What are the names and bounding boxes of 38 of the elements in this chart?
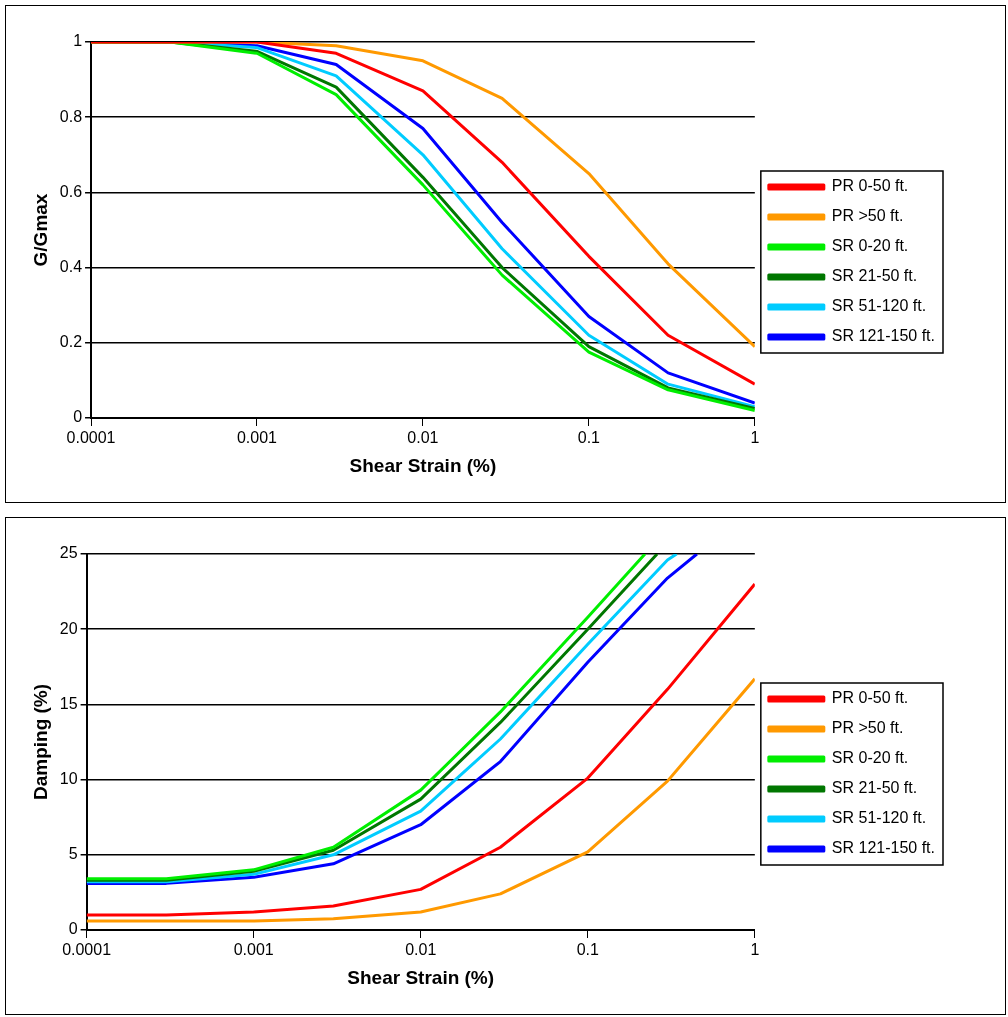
y-tick-label: 20 [59,619,78,637]
legend-label: PR >50 ft. [831,207,904,225]
y-tick-label: 0 [73,408,83,426]
x-tick-label: 0.1 [577,429,601,447]
y-tick-label: 10 [59,770,78,788]
legend-label: PR 0-50 ft. [831,689,909,707]
y-tick-label: 0.6 [59,182,83,200]
x-tick-label: 0.001 [233,941,274,959]
x-tick-label: 0.01 [405,941,437,959]
legend-label: PR >50 ft. [831,719,904,737]
legend-label: SR 51-120 ft. [831,297,927,315]
x-tick-label: 0.001 [236,429,278,447]
legend-label: SR 121-150 ft. [831,327,935,345]
legend-label: SR 21-50 ft. [831,779,918,797]
x-tick-label: 1 [750,941,760,959]
x-axis-title: Shear Strain (%) [349,454,497,476]
legend-label: SR 21-50 ft. [831,267,918,285]
y-tick-label: 5 [68,845,78,863]
y-tick-label: 0.8 [59,107,83,125]
y-tick-label: 15 [59,694,78,712]
y-tick-label: 0 [68,920,78,938]
y-tick-label: 0.2 [59,333,83,351]
legend-label: SR 121-150 ft. [831,839,935,857]
x-axis-title: Shear Strain (%) [347,966,495,988]
y-axis-title: G/Gmax [29,193,51,267]
legend-label: PR 0-50 ft. [831,177,909,195]
y-axis-title: Damping (%) [29,683,51,801]
x-tick-label: 0.01 [407,429,439,447]
y-tick-label: 0.4 [59,258,83,276]
x-tick-label: 0.1 [576,941,599,959]
legend-label: SR 0-20 ft. [831,237,909,255]
x-tick-label: 1 [750,429,760,447]
y-tick-label: 25 [59,544,78,562]
x-tick-label: 0.0001 [62,941,112,959]
legend-label: SR 51-120 ft. [831,809,927,827]
x-tick-label: 0.0001 [66,429,116,447]
y-tick-label: 1 [73,32,83,50]
legend-label: SR 0-20 ft. [831,749,909,767]
